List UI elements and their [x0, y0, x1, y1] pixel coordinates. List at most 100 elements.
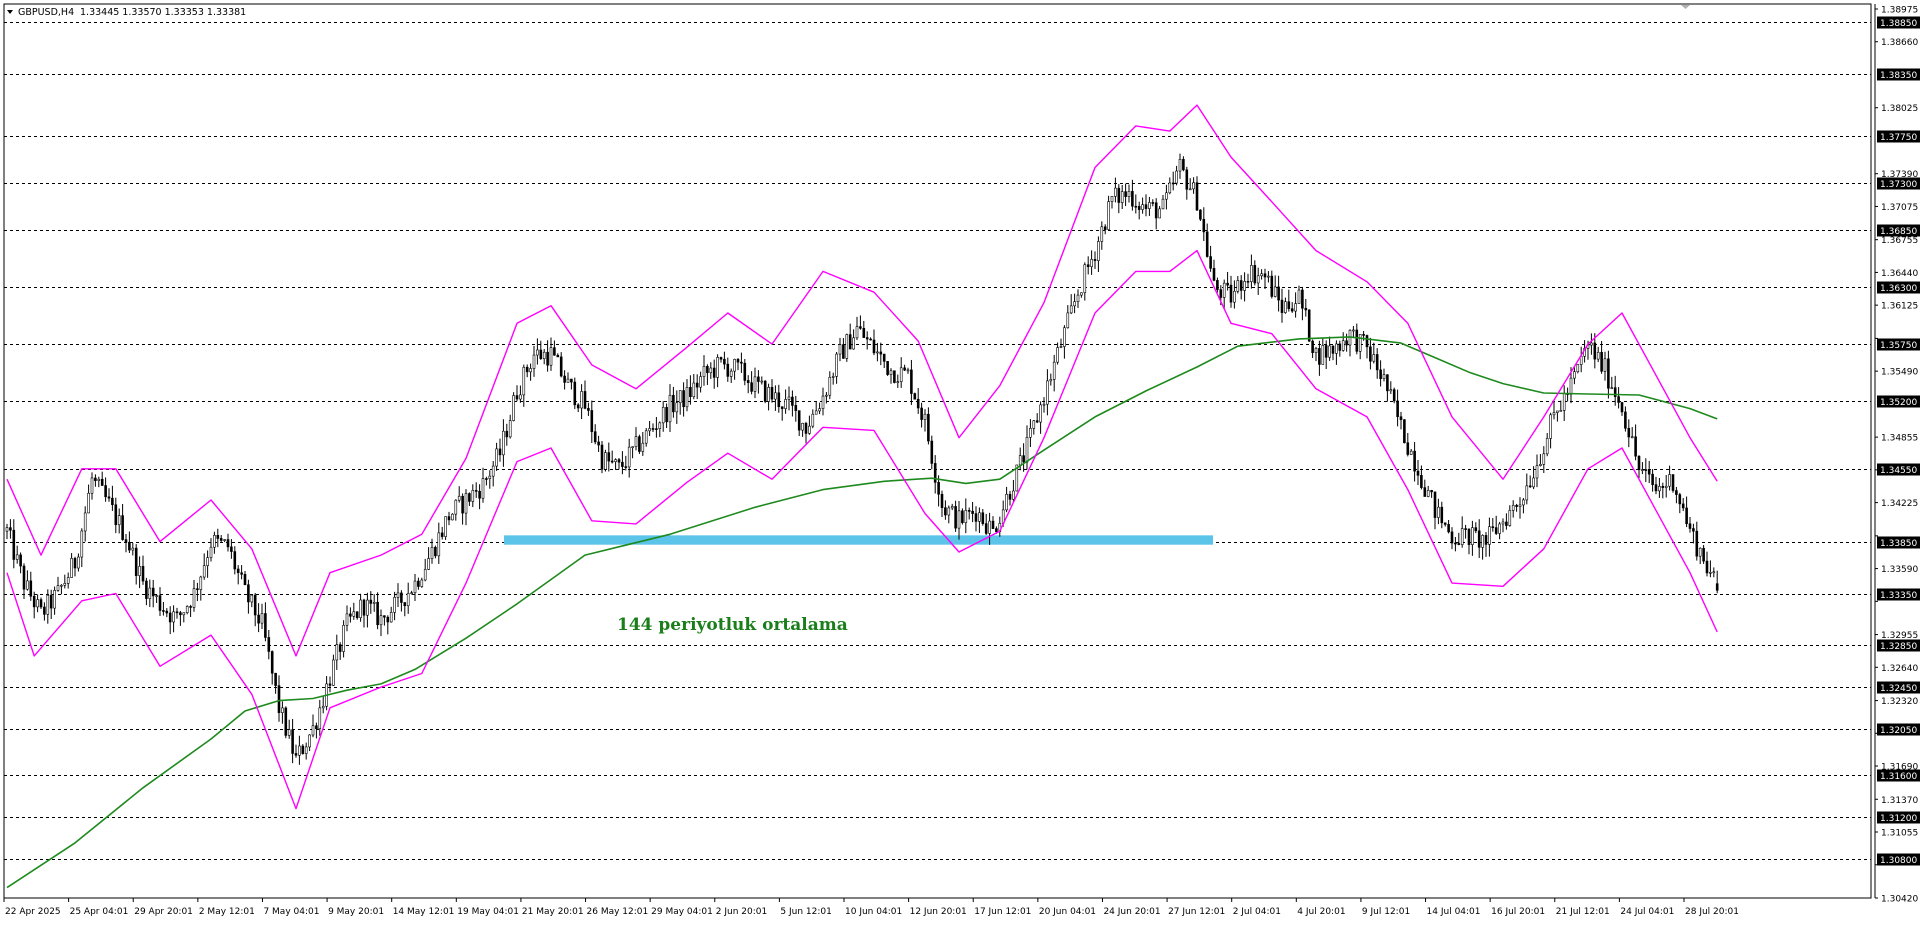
time-tick-label: 5 Jun 12:01 — [780, 907, 831, 917]
candle-body — [525, 366, 529, 373]
candle-body — [216, 535, 220, 539]
candle-body — [151, 587, 155, 597]
candle-body — [1063, 327, 1066, 347]
time-tick-label: 9 May 20:01 — [328, 907, 384, 917]
candle-body — [138, 566, 141, 576]
candle-body — [1151, 202, 1155, 204]
candle-body — [1426, 490, 1430, 497]
candle-body — [1209, 256, 1212, 269]
time-tick-label: 24 Jun 20:01 — [1103, 907, 1160, 917]
candle-body — [957, 510, 961, 529]
candle-body — [1549, 414, 1552, 439]
candle-body — [1253, 265, 1257, 284]
candle-body — [372, 601, 376, 604]
candle-body — [804, 422, 808, 434]
time-axis[interactable]: 22 Apr 2025 25 Apr 04:01 29 Apr 20:01 2 May… — [3, 898, 1739, 917]
candle-body — [896, 381, 900, 383]
level-tag — [1877, 681, 1920, 694]
candle-body — [1409, 450, 1413, 455]
candle-body — [590, 410, 594, 432]
candle-body — [1484, 535, 1488, 545]
candle-body — [1246, 281, 1250, 283]
candle-body — [495, 448, 498, 467]
candle-body — [974, 513, 978, 522]
candle-body — [1290, 308, 1294, 312]
candle-body — [1226, 282, 1229, 286]
price-axis[interactable]: 1.38850 1.38350 1.37750 1.37300 1.36850 1.363… — [1874, 4, 1920, 905]
candle-body — [1154, 202, 1158, 219]
price-tick-label: 1.38025 — [1881, 104, 1918, 114]
candle-body — [668, 394, 672, 423]
candle-body — [179, 612, 182, 616]
price-tick-label: 1.36125 — [1881, 302, 1918, 312]
candle-body — [794, 405, 798, 411]
shift-marker-icon[interactable] — [1681, 5, 1690, 9]
candle-body — [563, 375, 566, 383]
level-tag-label: 1.31200 — [1880, 814, 1917, 824]
candle-body — [1059, 346, 1063, 348]
candle-body — [1076, 294, 1080, 302]
candle-body — [865, 337, 869, 340]
candle-body — [944, 507, 947, 516]
candle-body — [274, 672, 277, 686]
time-tick-label: 17 Jun 12:01 — [974, 907, 1031, 917]
candle-body — [848, 334, 852, 350]
upper-band-line — [6, 104, 1718, 657]
candle-body — [1617, 396, 1620, 403]
level-tag — [1877, 723, 1920, 736]
candle-body — [366, 599, 369, 616]
candle-body — [15, 554, 19, 560]
candle-body — [1338, 343, 1342, 351]
candle-body — [597, 441, 600, 446]
candle-body — [529, 368, 532, 373]
candle-body — [1110, 195, 1114, 202]
candle-body — [383, 615, 386, 618]
candle-body — [709, 367, 713, 374]
candle-body — [971, 510, 974, 514]
candle-body — [502, 430, 505, 456]
candle-body — [576, 404, 580, 409]
level-tag — [1877, 853, 1920, 866]
candle-body — [685, 387, 689, 408]
candle-body — [886, 361, 889, 375]
candle-body — [185, 606, 189, 613]
level-tag — [1877, 281, 1920, 294]
price-tick-label: 1.36440 — [1881, 269, 1918, 279]
candle-body — [610, 460, 614, 463]
candle-body — [1137, 206, 1141, 210]
candle-body — [1182, 159, 1185, 171]
candle-body — [658, 422, 662, 429]
candle-body — [1171, 182, 1175, 185]
level-tag-label: 1.38350 — [1880, 71, 1917, 81]
candle-body — [784, 399, 787, 409]
candle-body — [233, 551, 237, 570]
candle-body — [189, 606, 192, 608]
candle-body — [1188, 188, 1192, 191]
candle-body — [621, 461, 624, 467]
candle-body — [508, 420, 512, 438]
candle-body — [332, 659, 335, 686]
candle-body — [1362, 334, 1365, 336]
candle-body — [559, 356, 563, 377]
candle-body — [1321, 345, 1325, 365]
price-tick-label: 1.37075 — [1881, 203, 1918, 213]
candle-body — [243, 574, 247, 586]
time-tick-label: 28 Jul 20:01 — [1685, 907, 1739, 917]
candle-body — [209, 546, 213, 558]
candle-body — [1518, 504, 1522, 507]
candle-body — [1120, 191, 1124, 203]
candle-body — [604, 452, 607, 470]
candle-body — [1403, 419, 1406, 444]
candle-body — [1386, 374, 1389, 392]
candle-body — [913, 393, 917, 400]
candle-body — [281, 707, 284, 713]
triangle-down-icon[interactable] — [7, 10, 13, 14]
candle-body — [661, 406, 665, 424]
candle-body — [937, 482, 940, 495]
candle-body — [19, 554, 22, 567]
candle-body — [1481, 535, 1484, 548]
level-tag-label: 1.38850 — [1880, 19, 1917, 29]
candle-body — [702, 366, 706, 377]
